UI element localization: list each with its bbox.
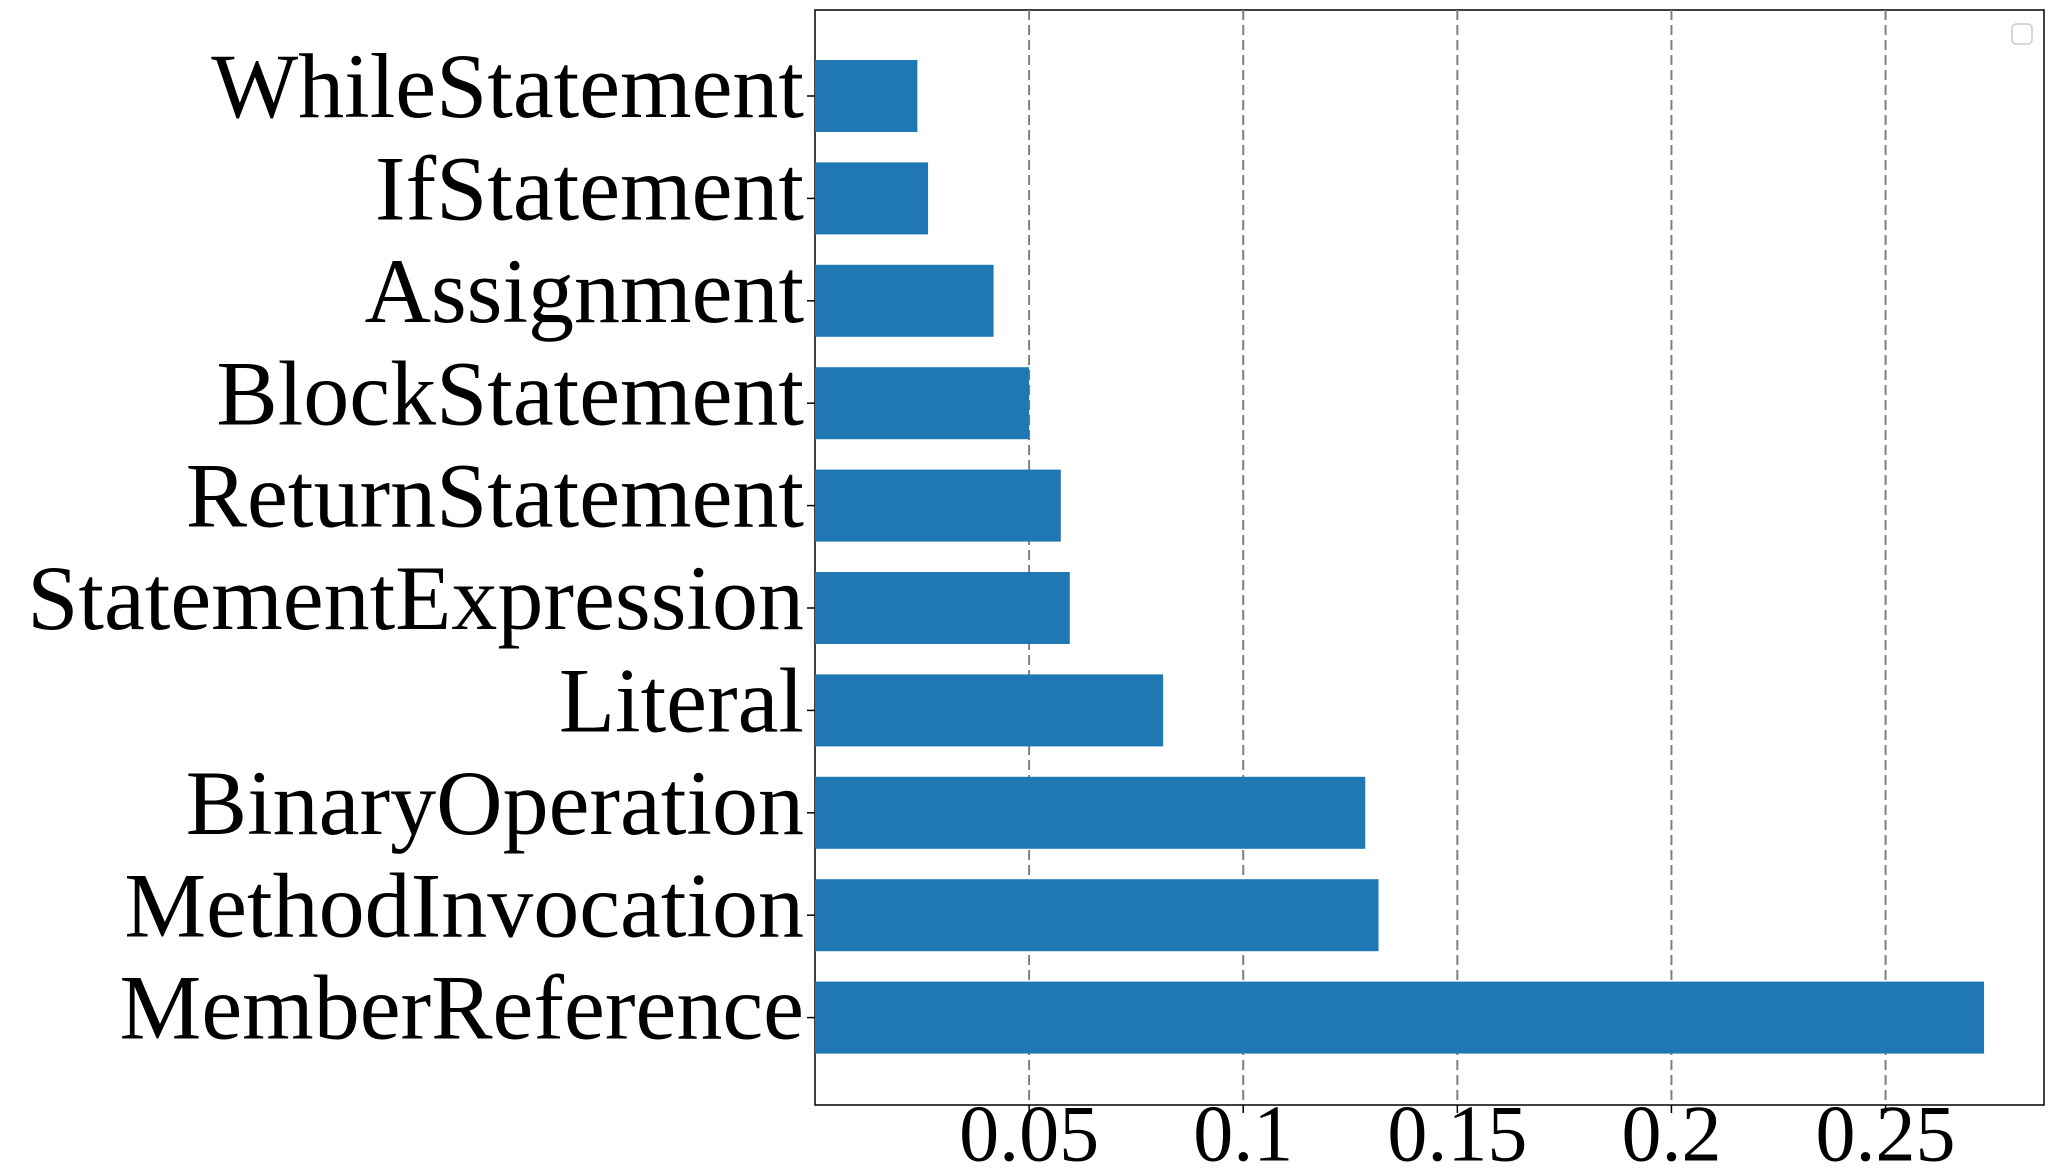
y-tick-label: WhileStatement xyxy=(211,35,804,137)
legend-box xyxy=(2011,23,2033,45)
bar xyxy=(815,469,1061,542)
bar xyxy=(815,367,1030,440)
x-tick-label: 0.2 xyxy=(1621,1090,1721,1173)
plot-frame xyxy=(814,9,2045,1106)
y-tick-label: ReturnStatement xyxy=(186,445,805,547)
bar xyxy=(815,776,1366,849)
bar xyxy=(815,162,929,235)
bar xyxy=(815,879,1379,952)
bar xyxy=(815,981,1985,1054)
y-tick-label: Literal xyxy=(559,650,804,752)
y-tick-label: StatementExpression xyxy=(27,547,804,649)
bar xyxy=(815,60,918,132)
x-tick-label: 0.05 xyxy=(959,1090,1099,1173)
y-tick-label: MemberReference xyxy=(120,957,804,1059)
bar xyxy=(815,674,1164,747)
y-tick-label: IfStatement xyxy=(375,138,805,240)
bar xyxy=(815,572,1070,644)
y-tick-label: MethodInvocation xyxy=(124,854,804,956)
bar xyxy=(815,264,994,337)
x-tick-label: 0.15 xyxy=(1387,1090,1527,1173)
y-tick-label: BlockStatement xyxy=(216,342,804,444)
x-tick-label: 0.1 xyxy=(1193,1090,1293,1173)
y-tick-label: Assignment xyxy=(364,240,804,342)
x-tick-label: 0.25 xyxy=(1816,1090,1956,1173)
y-tick-label: BinaryOperation xyxy=(186,752,804,854)
